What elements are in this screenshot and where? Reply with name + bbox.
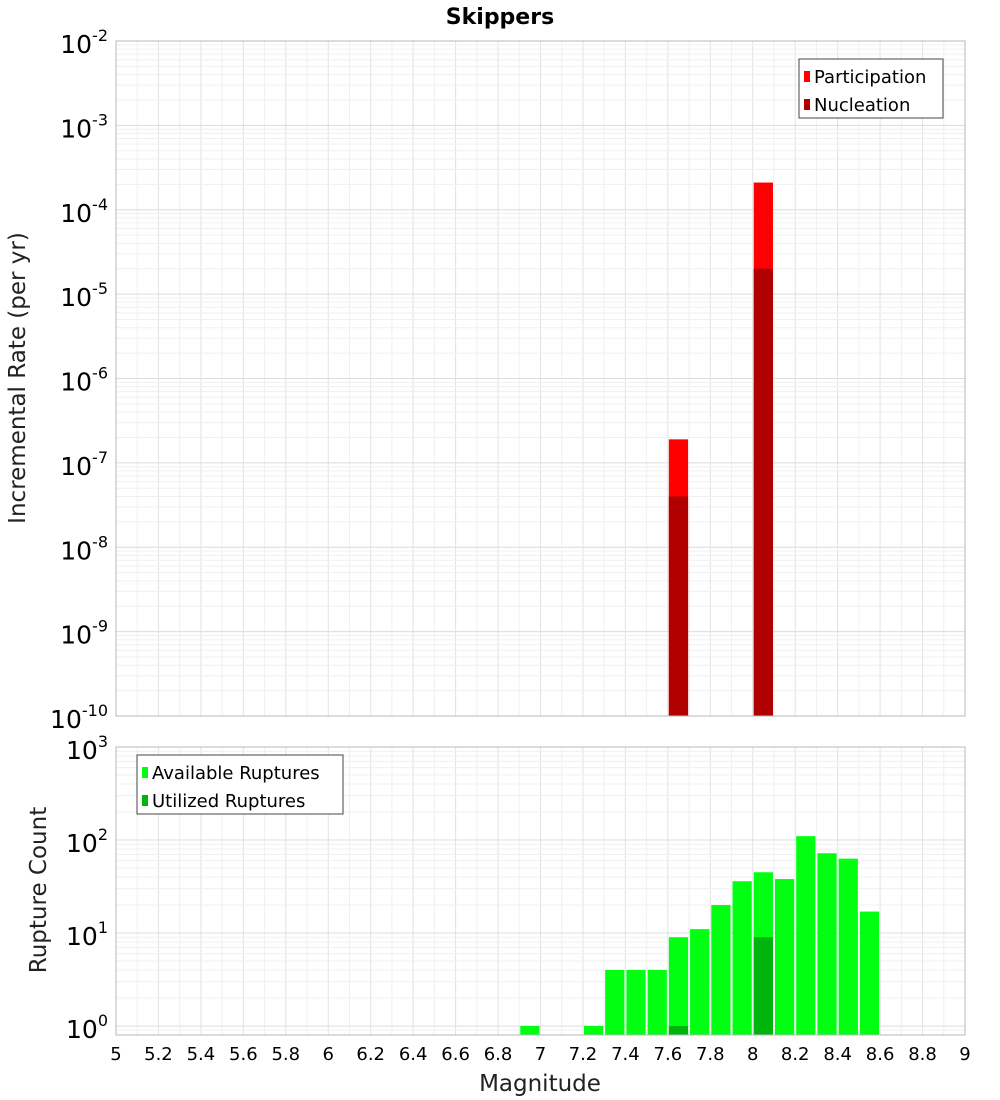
x-tick-label: 6.6 xyxy=(441,1044,470,1065)
bottom-legend-swatch xyxy=(142,767,148,778)
bottom-y-tick-label: 102 xyxy=(66,825,108,858)
top-y-tick-label: 10-2 xyxy=(60,26,108,59)
top-legend-label: Participation xyxy=(814,67,926,88)
top-bar xyxy=(753,268,773,716)
bottom-legend: Available Ruptures Utilized Ruptures xyxy=(136,754,344,815)
x-tick-label: 5.8 xyxy=(271,1044,300,1065)
x-tick-label: 5.6 xyxy=(229,1044,258,1065)
x-tick-label: 7.4 xyxy=(611,1044,640,1065)
top-legend-label: Nucleation xyxy=(814,95,910,116)
top-legend: Participation Nucleation xyxy=(798,58,944,119)
bottom-plot-border xyxy=(115,746,966,1036)
top-y-tick-label: 10-8 xyxy=(60,532,108,565)
x-tick-label: 8.4 xyxy=(823,1044,852,1065)
x-tick-label: 6.4 xyxy=(399,1044,428,1065)
x-tick-label: 6.2 xyxy=(356,1044,385,1065)
top-y-tick-label: 10-10 xyxy=(50,701,108,734)
bottom-bar xyxy=(817,853,837,1035)
top-panel: 10-10 10-9 10-8 10-7 10-6 10-5 10-4 10-3 10-2 Par… xyxy=(50,26,966,734)
x-tick-label: 7.8 xyxy=(696,1044,725,1065)
top-legend-swatch xyxy=(804,71,810,82)
top-bar xyxy=(668,496,689,716)
bottom-bar xyxy=(583,1025,604,1035)
x-tick-label: 6.8 xyxy=(484,1044,513,1065)
x-tick-label: 8.6 xyxy=(866,1044,895,1065)
x-tick-label: 8 xyxy=(747,1044,758,1065)
top-series-2 xyxy=(668,268,773,716)
x-tick-label: 8.8 xyxy=(908,1044,937,1065)
bottom-bar xyxy=(859,911,880,1035)
x-tick-label: 5 xyxy=(110,1044,121,1065)
top-y-tick-label: 10-7 xyxy=(60,448,108,481)
bottom-bar xyxy=(711,904,731,1035)
bottom-bar xyxy=(753,937,773,1035)
top-y-tick-label: 10-4 xyxy=(60,195,108,228)
top-legend-swatch xyxy=(804,99,810,110)
top-y-tick-label: 10-5 xyxy=(60,279,108,312)
x-tick-label: 7.6 xyxy=(654,1044,683,1065)
bottom-y-tick-label: 103 xyxy=(66,732,108,765)
bottom-y-tick-label: 100 xyxy=(66,1011,108,1044)
bottom-bar xyxy=(626,969,646,1035)
x-tick-label: 8.2 xyxy=(781,1044,810,1065)
bottom-bar xyxy=(690,929,710,1035)
bottom-panel: 100 101 102 103 Available Ruptures Utilized R… xyxy=(66,732,971,1065)
bottom-bar xyxy=(605,969,625,1035)
bottom-bar xyxy=(732,881,752,1035)
x-tick-label: 9 xyxy=(959,1044,970,1065)
top-y-tick-label: 10-6 xyxy=(60,364,108,397)
x-tick-label: 5.4 xyxy=(187,1044,216,1065)
top-legend-box xyxy=(798,58,944,119)
bottom-legend-swatch xyxy=(142,795,148,806)
bottom-bar xyxy=(796,836,816,1035)
x-tick-label: 6 xyxy=(323,1044,334,1065)
bottom-y-tick-label: 101 xyxy=(66,918,108,951)
chart-title: Skippers xyxy=(446,5,554,30)
bottom-bar xyxy=(838,858,858,1035)
bottom-bar xyxy=(774,879,795,1035)
bottom-legend-label: Available Ruptures xyxy=(152,763,320,784)
top-y-axis-label: Incremental Rate (per yr) xyxy=(5,232,31,524)
bottom-series-2 xyxy=(668,937,773,1035)
bottom-bar xyxy=(520,1025,540,1035)
bottom-bar xyxy=(668,1025,689,1035)
top-plot-border xyxy=(115,40,966,717)
bottom-bar xyxy=(647,969,667,1035)
top-y-tick-label: 10-3 xyxy=(60,110,108,143)
x-axis-label: Magnitude xyxy=(479,1071,601,1097)
bottom-legend-box xyxy=(136,754,344,815)
bottom-series-1 xyxy=(520,836,880,1035)
bottom-bar xyxy=(668,937,689,1035)
x-tick-label: 7.2 xyxy=(569,1044,598,1065)
bottom-y-axis-label: Rupture Count xyxy=(26,807,52,973)
bottom-legend-label: Utilized Ruptures xyxy=(152,791,305,812)
x-tick-labels: 5 5.2 5.4 5.6 5.8 6 6.2 6.4 6.6 6.8 7 7.2 7.4 7.6 7.8 8… xyxy=(110,1044,970,1065)
top-grid xyxy=(116,41,965,717)
x-tick-label: 5.2 xyxy=(144,1044,173,1065)
top-y-tick-label: 10-9 xyxy=(60,617,108,650)
x-tick-label: 7 xyxy=(535,1044,546,1065)
